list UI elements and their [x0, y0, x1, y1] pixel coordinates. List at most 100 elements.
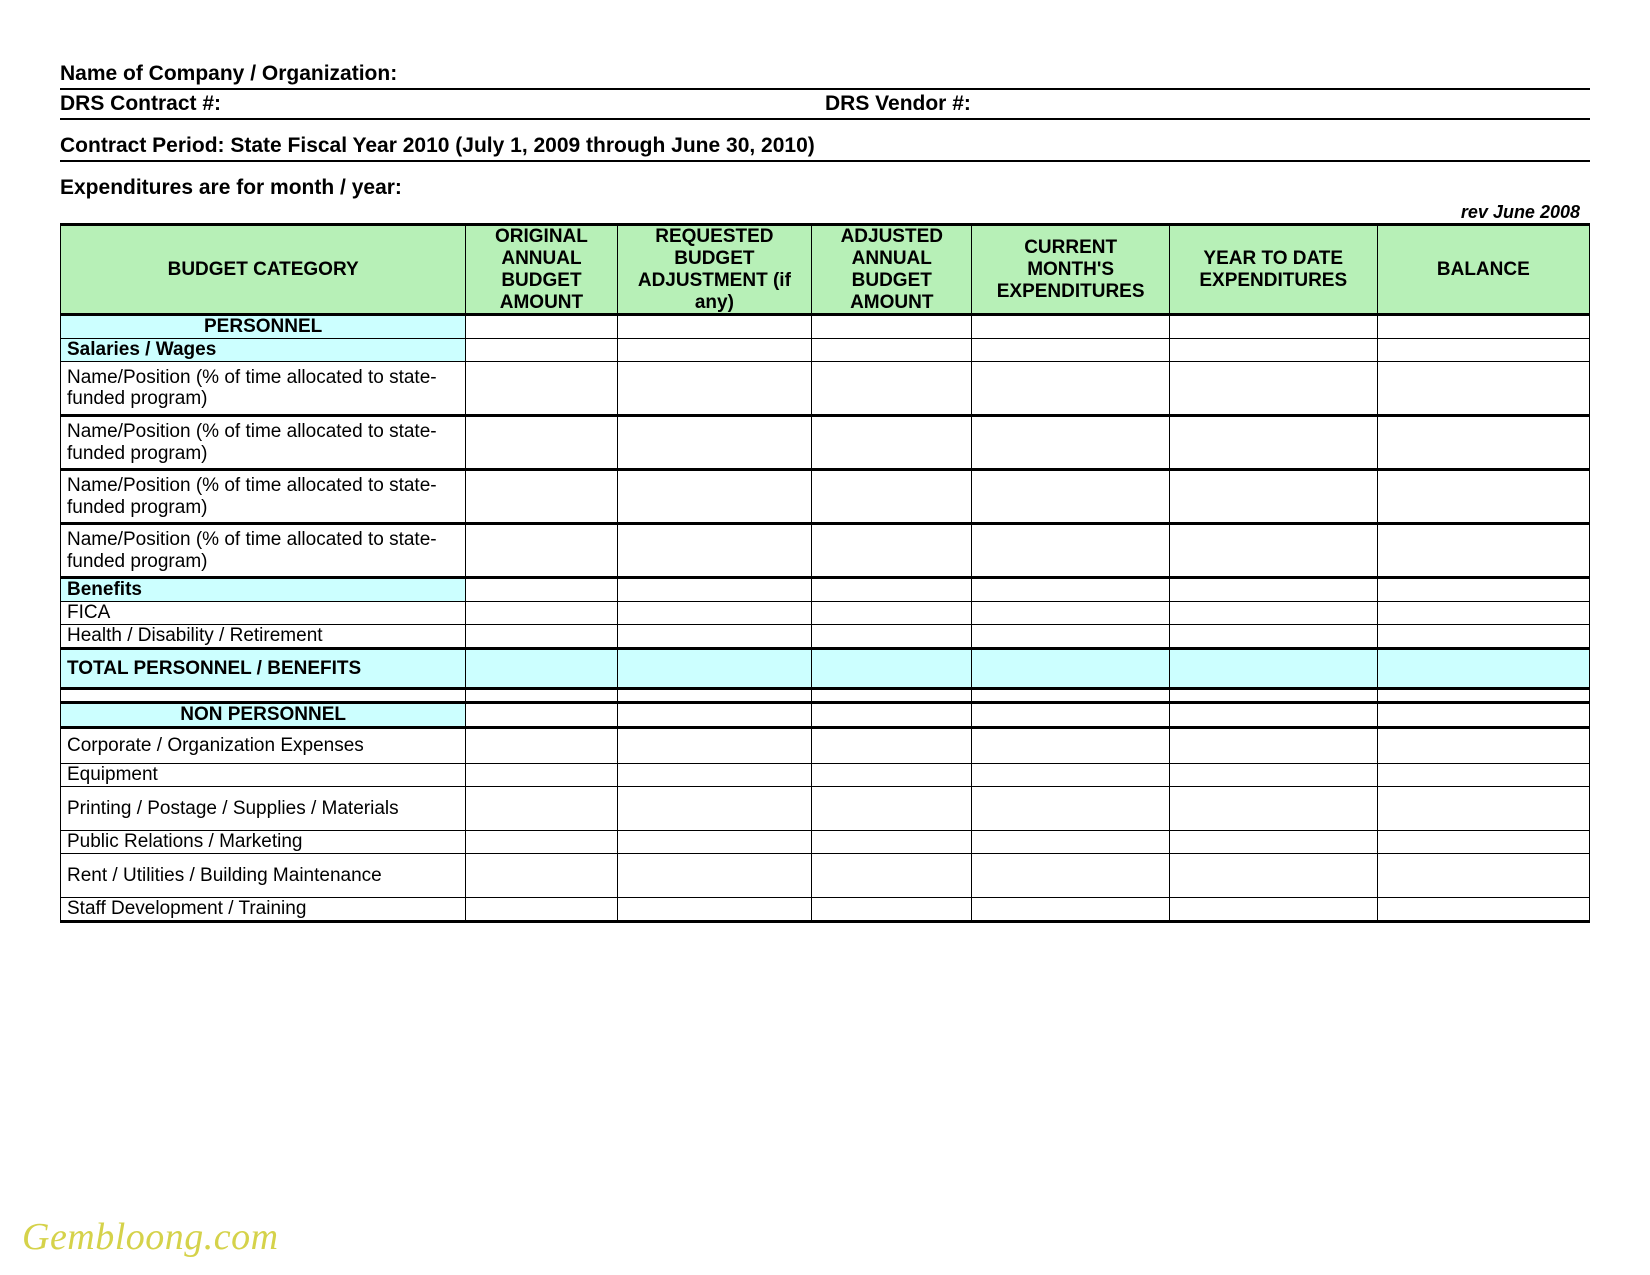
cell[interactable] — [617, 362, 811, 416]
cell[interactable] — [1169, 764, 1377, 787]
cell[interactable] — [972, 416, 1169, 470]
cell[interactable] — [617, 854, 811, 898]
cell[interactable] — [1169, 315, 1377, 339]
cell[interactable] — [812, 787, 972, 831]
cell[interactable] — [617, 524, 811, 578]
cell[interactable] — [466, 787, 617, 831]
cell[interactable] — [1377, 649, 1589, 689]
cell[interactable] — [617, 315, 811, 339]
cell[interactable] — [812, 854, 972, 898]
cell[interactable] — [617, 339, 811, 362]
cell[interactable] — [1377, 787, 1589, 831]
cell[interactable] — [812, 703, 972, 728]
cell[interactable] — [1169, 831, 1377, 854]
cell[interactable] — [1169, 787, 1377, 831]
cell[interactable] — [972, 470, 1169, 524]
cell[interactable] — [466, 315, 617, 339]
cell[interactable] — [466, 898, 617, 922]
cell[interactable] — [1377, 339, 1589, 362]
cell[interactable] — [617, 898, 811, 922]
cell[interactable] — [812, 831, 972, 854]
cell[interactable] — [1169, 854, 1377, 898]
cell[interactable] — [1169, 602, 1377, 625]
cell[interactable] — [812, 470, 972, 524]
cell[interactable] — [972, 315, 1169, 339]
cell[interactable] — [617, 625, 811, 649]
cell[interactable] — [812, 728, 972, 764]
cell[interactable] — [1377, 578, 1589, 602]
cell[interactable] — [466, 854, 617, 898]
cell[interactable] — [972, 854, 1169, 898]
cell[interactable] — [1377, 703, 1589, 728]
cell[interactable] — [1169, 898, 1377, 922]
cell[interactable] — [466, 728, 617, 764]
cell[interactable] — [812, 649, 972, 689]
cell[interactable] — [1377, 602, 1589, 625]
cell[interactable] — [812, 339, 972, 362]
cell[interactable] — [466, 339, 617, 362]
cell[interactable] — [972, 578, 1169, 602]
cell[interactable] — [1377, 625, 1589, 649]
cell[interactable] — [617, 470, 811, 524]
cell[interactable] — [1377, 315, 1589, 339]
cell[interactable] — [1377, 362, 1589, 416]
cell[interactable] — [812, 602, 972, 625]
cell[interactable] — [812, 362, 972, 416]
cell[interactable] — [466, 578, 617, 602]
cell[interactable] — [466, 602, 617, 625]
cell[interactable] — [972, 602, 1169, 625]
cell[interactable] — [972, 339, 1169, 362]
cell[interactable] — [1169, 470, 1377, 524]
cell[interactable] — [617, 649, 811, 689]
cell[interactable] — [466, 524, 617, 578]
cell[interactable] — [1169, 524, 1377, 578]
cell[interactable] — [1377, 728, 1589, 764]
cell[interactable] — [1169, 625, 1377, 649]
cell[interactable] — [1169, 703, 1377, 728]
cell[interactable] — [1169, 728, 1377, 764]
cell[interactable] — [972, 703, 1169, 728]
cell[interactable] — [466, 703, 617, 728]
cell[interactable] — [1377, 854, 1589, 898]
cell[interactable] — [972, 787, 1169, 831]
cell[interactable] — [617, 831, 811, 854]
cell[interactable] — [812, 898, 972, 922]
cell[interactable] — [617, 703, 811, 728]
cell[interactable] — [1377, 416, 1589, 470]
cell[interactable] — [812, 524, 972, 578]
cell[interactable] — [812, 416, 972, 470]
cell[interactable] — [466, 470, 617, 524]
cell[interactable] — [1169, 649, 1377, 689]
cell[interactable] — [1169, 416, 1377, 470]
cell[interactable] — [466, 649, 617, 689]
cell[interactable] — [617, 764, 811, 787]
cell[interactable] — [812, 625, 972, 649]
cell[interactable] — [1377, 524, 1589, 578]
cell[interactable] — [466, 764, 617, 787]
cell[interactable] — [1169, 578, 1377, 602]
cell[interactable] — [617, 728, 811, 764]
cell[interactable] — [466, 362, 617, 416]
cell[interactable] — [812, 315, 972, 339]
cell[interactable] — [972, 649, 1169, 689]
cell[interactable] — [1169, 339, 1377, 362]
cell[interactable] — [617, 416, 811, 470]
cell[interactable] — [972, 764, 1169, 787]
cell[interactable] — [466, 831, 617, 854]
cell[interactable] — [812, 578, 972, 602]
cell[interactable] — [812, 764, 972, 787]
cell[interactable] — [1377, 831, 1589, 854]
cell[interactable] — [617, 578, 811, 602]
cell[interactable] — [972, 362, 1169, 416]
cell[interactable] — [1377, 898, 1589, 922]
cell[interactable] — [1377, 764, 1589, 787]
cell[interactable] — [617, 602, 811, 625]
cell[interactable] — [466, 416, 617, 470]
cell[interactable] — [617, 787, 811, 831]
cell[interactable] — [1169, 362, 1377, 416]
cell[interactable] — [972, 728, 1169, 764]
cell[interactable] — [972, 524, 1169, 578]
cell[interactable] — [972, 898, 1169, 922]
cell[interactable] — [972, 625, 1169, 649]
cell[interactable] — [466, 625, 617, 649]
